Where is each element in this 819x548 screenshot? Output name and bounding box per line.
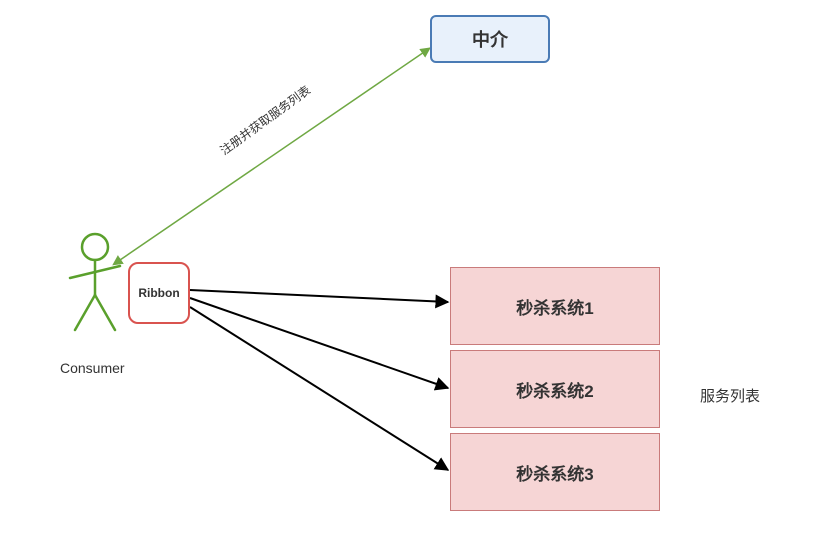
service3-label: 秒杀系统3: [516, 460, 593, 485]
service2-label: 秒杀系统2: [516, 377, 593, 402]
diagram-svg: [0, 0, 819, 548]
register-label: 注册并获取服务列表: [216, 81, 313, 158]
service1-label: 秒杀系统1: [516, 294, 593, 319]
service3-node: 秒杀系统3: [450, 433, 660, 511]
ribbon-node: Ribbon: [128, 262, 190, 324]
mediator-label: 中介: [472, 26, 508, 52]
ribbon-label: Ribbon: [138, 286, 179, 300]
service-list-label: 服务列表: [700, 385, 760, 406]
mediator-node: 中介: [430, 15, 550, 63]
consumer-label: Consumer: [60, 360, 125, 376]
service2-node: 秒杀系统2: [450, 350, 660, 428]
service1-node: 秒杀系统1: [450, 267, 660, 345]
